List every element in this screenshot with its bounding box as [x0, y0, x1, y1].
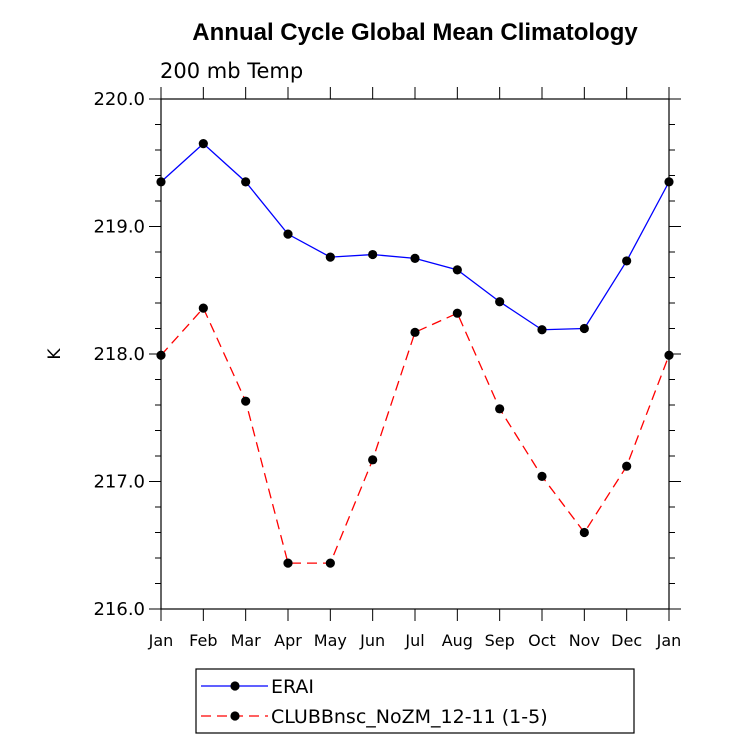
series-2	[156, 303, 674, 568]
data-point	[579, 527, 589, 538]
data-point	[283, 558, 293, 568]
data-point	[537, 325, 547, 335]
x-tick-label: Jul	[404, 631, 424, 650]
x-tick-label: Jun	[359, 631, 385, 650]
x-tick-label: Jan	[656, 631, 682, 650]
axis-ticks	[149, 87, 681, 621]
x-tick-label: Aug	[442, 631, 473, 650]
x-tick-labels: Jan Feb Mar Apr May Jun Jul Aug Sep Oct Nov Dec Jan	[148, 631, 682, 650]
data-point	[198, 303, 208, 313]
y-axis-label: K	[45, 348, 65, 360]
x-tick-label: Sep	[485, 631, 515, 650]
series-1	[156, 139, 674, 335]
data-point	[664, 177, 674, 187]
data-point	[198, 139, 208, 149]
x-tick-label: Nov	[569, 631, 600, 650]
chart-title: Annual Cycle Global Mean Climatology	[192, 19, 638, 46]
data-point	[368, 249, 378, 260]
legend-items: ERAI CLUBBnsc_NoZM_12-11 (1-5)	[201, 676, 548, 728]
y-tick-label: 218.0	[93, 344, 145, 365]
series-line	[160, 142, 670, 331]
x-tick-label: Oct	[528, 631, 556, 650]
legend-marker	[230, 711, 240, 721]
series-line	[160, 306, 670, 564]
data-point	[156, 350, 166, 360]
data-point	[241, 177, 251, 187]
legend-label: CLUBBnsc_NoZM_12-11 (1-5)	[271, 706, 548, 728]
data-point	[452, 265, 462, 275]
data-point	[410, 253, 420, 263]
data-point	[622, 461, 632, 471]
x-tick-label: Apr	[274, 631, 302, 650]
x-tick-label: Jan	[148, 631, 174, 650]
data-point	[452, 308, 462, 318]
legend-entry: CLUBBnsc_NoZM_12-11 (1-5)	[201, 706, 548, 728]
data-point	[156, 177, 166, 187]
data-point	[622, 256, 632, 266]
legend-entry: ERAI	[201, 676, 314, 698]
x-tick-label: Dec	[611, 631, 642, 650]
data-point	[325, 558, 335, 568]
data-point	[664, 350, 674, 360]
data-point	[410, 327, 420, 337]
x-tick-label: Feb	[189, 631, 217, 650]
y-tick-label: 219.0	[93, 217, 145, 238]
y-tick-label: 217.0	[93, 472, 145, 493]
y-tick-label: 216.0	[93, 599, 145, 620]
chart-subtitle: 200 mb Temp	[160, 59, 303, 83]
plot-frame	[160, 98, 670, 610]
data-point	[241, 396, 251, 406]
legend-box	[195, 668, 635, 734]
x-tick-label: May	[314, 631, 347, 650]
y-tick-labels: 216.0 217.0 218.0 219.0 220.0	[93, 89, 145, 620]
x-tick-label: Mar	[231, 631, 262, 650]
y-tick-label: 220.0	[93, 89, 145, 110]
data-point	[283, 229, 293, 239]
data-point	[368, 455, 378, 465]
data-point	[495, 404, 505, 414]
data-point	[579, 323, 589, 334]
data-point	[495, 297, 505, 307]
legend: ERAI CLUBBnsc_NoZM_12-11 (1-5)	[195, 668, 635, 734]
data-point	[537, 471, 547, 481]
data-point	[325, 252, 335, 262]
legend-marker	[230, 681, 240, 691]
series-layer	[156, 139, 674, 568]
legend-label: ERAI	[271, 676, 314, 698]
